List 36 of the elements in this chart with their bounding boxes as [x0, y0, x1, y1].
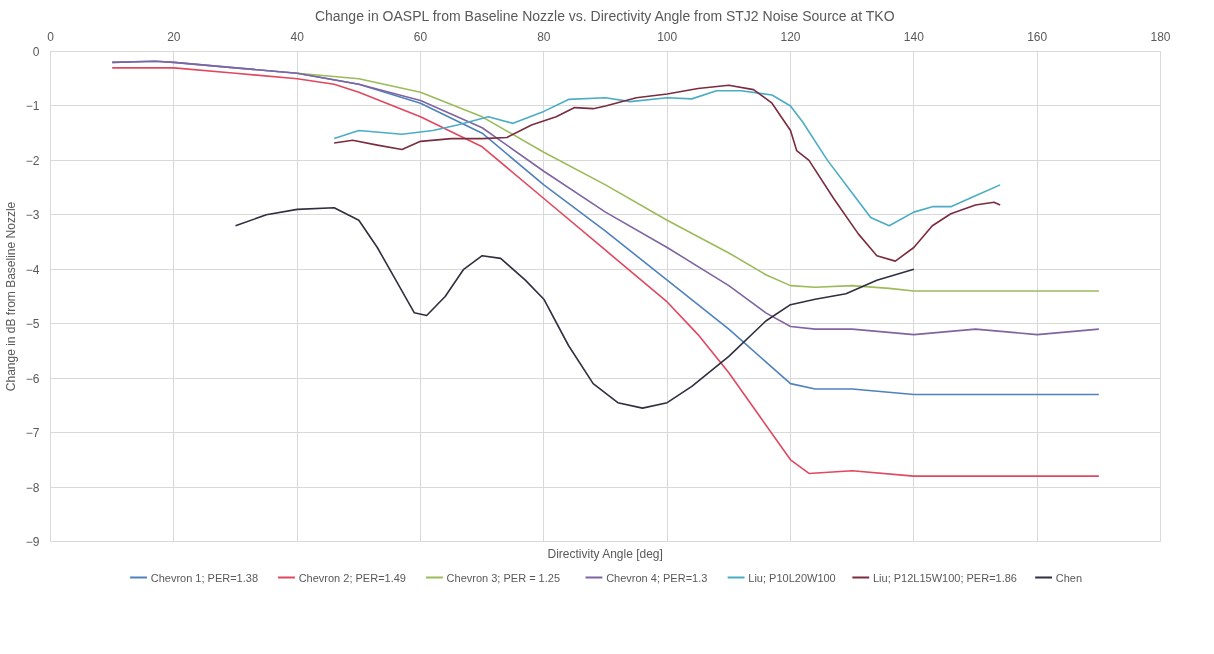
legend-label: Chevron 1; PER=1.38 — [150, 571, 259, 584]
x-tick-label: 160 — [1027, 29, 1048, 44]
x-axis-title: Directivity Angle [deg] — [547, 546, 663, 561]
legend-label: Chevron 3; PER = 1.25 — [446, 571, 561, 584]
line-series — [234, 206, 915, 409]
y-tick-label: −3 — [25, 208, 40, 223]
y-tick-label: −9 — [25, 535, 40, 549]
line-series — [111, 67, 1100, 477]
chart-title: Change in OASPL from Baseline Nozzle vs. Directivity Angle from STJ2 Noise Source at TKO — [314, 7, 895, 24]
line-series — [333, 89, 1001, 227]
x-tick-label: 140 — [903, 29, 925, 44]
x-tick-label: 120 — [780, 29, 801, 44]
legend-label: Chevron 4; PER=1.3 — [606, 571, 708, 584]
legend-label: Liu; P12L15W100; PER=1.86 — [872, 571, 1017, 584]
line-series — [333, 84, 1001, 262]
legend-label: Liu; P10L20W100 — [748, 571, 836, 584]
y-tick-label: −5 — [25, 317, 40, 332]
y-tick-label: −6 — [25, 371, 40, 386]
x-tick-label: 0 — [47, 29, 55, 44]
y-tick-label: −2 — [25, 153, 40, 168]
x-tick-label: 80 — [537, 29, 551, 44]
y-tick-label: 0 — [32, 45, 40, 59]
x-tick-label: 180 — [1150, 29, 1171, 44]
y-tick-label: −8 — [25, 480, 40, 495]
y-tick-label: −4 — [25, 262, 40, 277]
legend-label: Chevron 2; PER=1.49 — [298, 571, 406, 584]
x-tick-label: 40 — [290, 29, 305, 44]
x-tick-label: 100 — [657, 29, 678, 44]
line-series — [111, 60, 1100, 336]
y-axis-title: Change in dB from Baseline Nozzle — [3, 201, 18, 392]
legend-label: Chen — [1055, 571, 1083, 584]
line-series — [296, 72, 1100, 292]
x-tick-label: 60 — [413, 29, 428, 44]
y-tick-label: −7 — [25, 426, 40, 441]
y-tick-label: −1 — [25, 99, 40, 114]
x-tick-label: 20 — [167, 29, 181, 44]
